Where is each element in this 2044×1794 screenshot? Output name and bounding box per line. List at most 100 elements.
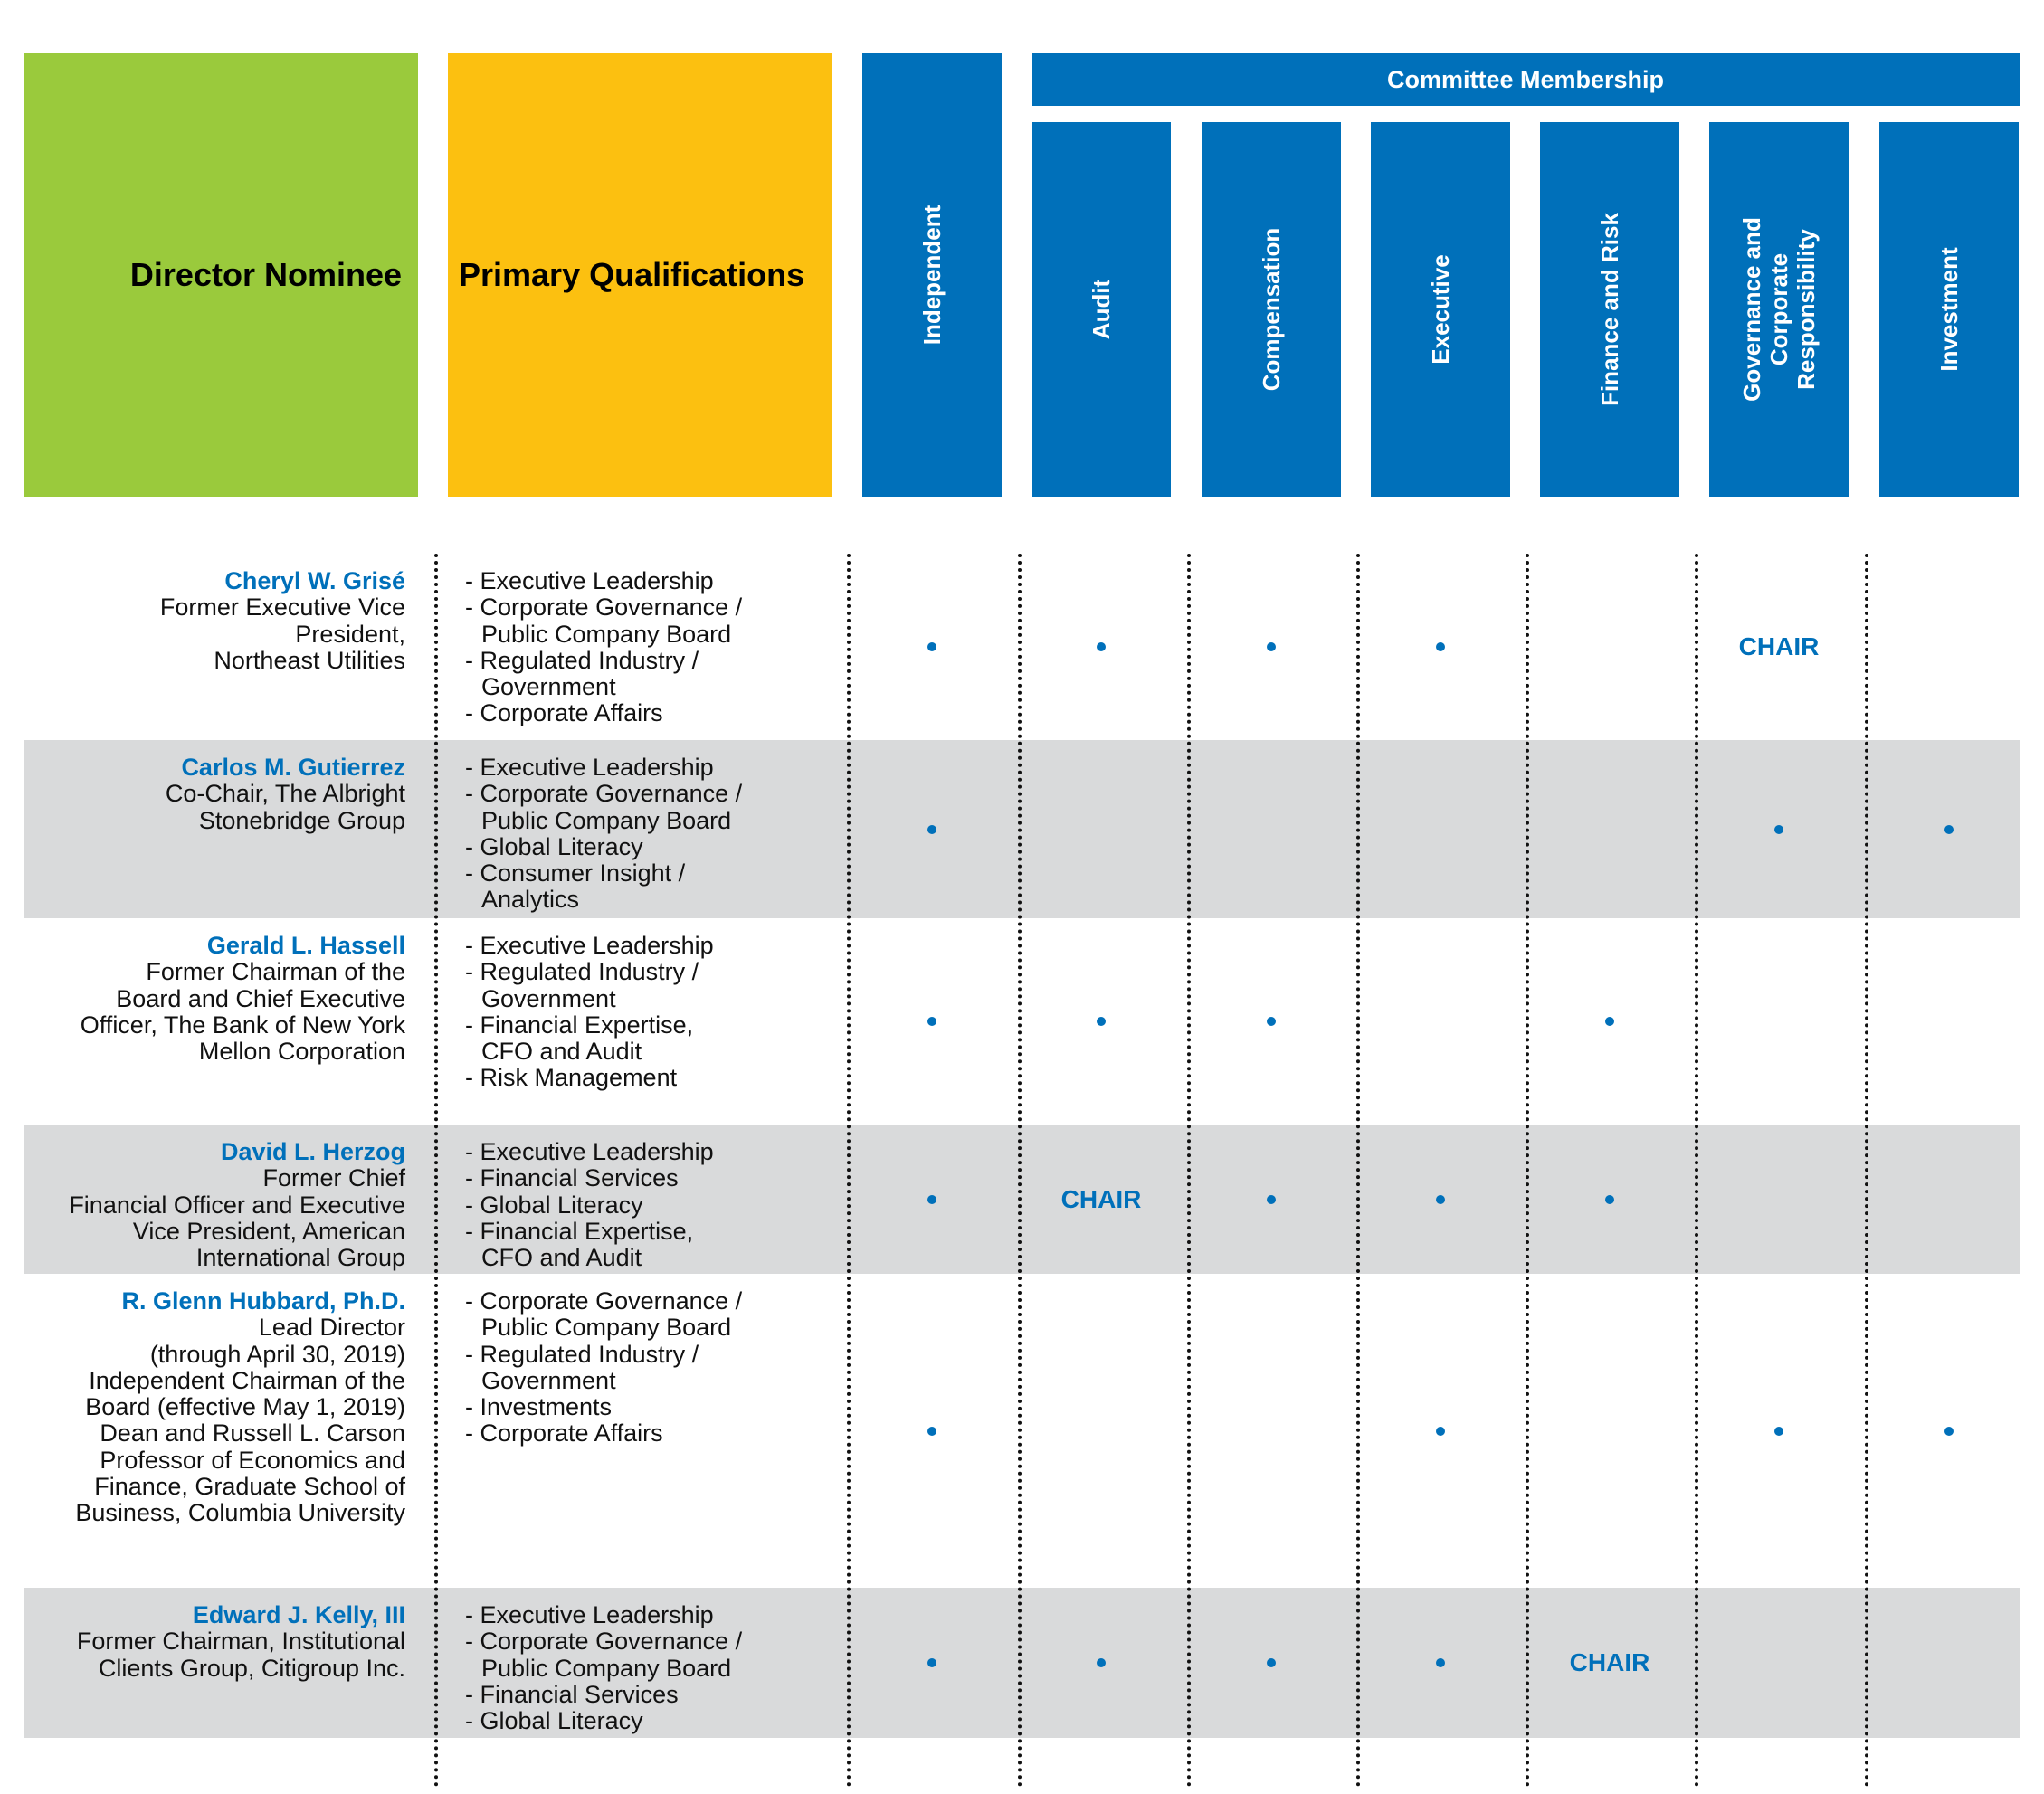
director-cell: Edward J. Kelly, III Former Chairman, Ins… xyxy=(76,1601,405,1682)
director-row: David L. Herzog Former Chief Financial Off… xyxy=(24,1125,2020,1274)
qualification-item: - Global Literacy xyxy=(465,1191,643,1219)
director-title-line: Former Chairman, Institutional xyxy=(76,1628,405,1656)
director-title-line: Financial Officer and Executive xyxy=(69,1191,405,1219)
primary-qualifications-header: Primary Qualifications xyxy=(448,53,832,497)
column-divider xyxy=(1865,554,1868,1788)
qualification-item: Public Company Board xyxy=(465,1315,742,1341)
director-row: Gerald L. Hassell Former Chairman of the B… xyxy=(24,918,2020,1125)
qualification-item: - Corporate Affairs xyxy=(465,699,663,727)
qualification-text: Financial Services xyxy=(480,1680,679,1708)
qualification-text: CFO and Audit xyxy=(481,1244,642,1272)
director-title-line: Board (effective May 1, 2019) xyxy=(85,1393,405,1421)
director-title-line: Co-Chair, The Albright xyxy=(165,780,405,808)
qualification-text: Global Literacy xyxy=(480,1191,643,1219)
director-title-line: Lead Director xyxy=(258,1314,405,1342)
director-title-line: Dean and Russell L. Carson xyxy=(100,1419,405,1448)
member-dot-icon-executive xyxy=(1436,642,1445,651)
qualification-text: Investments xyxy=(480,1393,613,1421)
qualifications-cell: - Executive Leadership - Corporate Govern… xyxy=(465,1601,743,1734)
qualification-text: Corporate Governance / xyxy=(480,593,743,622)
qualifications-cell: - Executive Leadership - Regulated Indust… xyxy=(465,932,714,1092)
director-title-line: Former Chairman of the xyxy=(146,958,405,986)
qualification-item: Public Company Board xyxy=(465,806,742,834)
column-label: Audit xyxy=(1088,279,1115,340)
member-dot-icon-finance-and-risk xyxy=(1605,1194,1614,1204)
qualification-item: - Financial Services xyxy=(465,1164,679,1192)
director-title-line: Vice President, American xyxy=(132,1217,405,1245)
director-title-line: Former Executive Vice xyxy=(159,593,405,622)
director-title-line: Northeast Utilities xyxy=(214,646,405,674)
qualification-text: Executive Leadership xyxy=(480,1601,714,1628)
member-dot-icon-executive xyxy=(1436,1658,1445,1667)
column-header-independent: Independent xyxy=(862,53,1002,497)
column-label: Independent xyxy=(918,204,946,346)
director-title-line: Finance, Graduate School of xyxy=(94,1473,405,1501)
qualification-text: Public Company Board xyxy=(481,806,732,834)
member-dot-icon-investment xyxy=(1944,824,1954,834)
qualification-item: Government xyxy=(465,1367,742,1394)
director-title-line: Mellon Corporation xyxy=(198,1038,405,1066)
qualification-text: Public Company Board xyxy=(481,1314,732,1342)
column-label: Governance and Corporate Responsibility xyxy=(1738,217,1820,402)
qualifications-cell: - Executive Leadership - Corporate Govern… xyxy=(465,567,743,727)
column-divider xyxy=(1356,554,1360,1788)
member-dot-icon-governance-and-corporate-responsibility xyxy=(1774,1426,1783,1436)
qualification-item: - Executive Leadership xyxy=(465,932,714,959)
qualification-item: - Global Literacy xyxy=(465,832,643,860)
qualification-text: Public Company Board xyxy=(481,620,732,648)
qualification-text: Financial Services xyxy=(480,1164,679,1192)
qualification-item: - Financial Expertise, xyxy=(465,1011,694,1039)
column-header-executive: Executive xyxy=(1371,122,1510,497)
qualification-text: Financial Expertise, xyxy=(480,1011,694,1039)
director-title-line: (through April 30, 2019) xyxy=(149,1340,405,1368)
column-divider xyxy=(847,554,851,1788)
column-divider xyxy=(1187,554,1191,1788)
qualification-text: Analytics xyxy=(481,886,580,914)
director-cell: R. Glenn Hubbard, Ph.D. Lead Director (th… xyxy=(75,1287,405,1527)
director-title-line: Professor of Economics and xyxy=(100,1446,405,1474)
column-header-governance-and-corporate-responsibility: Governance and Corporate Responsibility xyxy=(1709,122,1849,497)
member-dot-icon-audit xyxy=(1097,1017,1106,1026)
chair-badge-audit: CHAIR xyxy=(1060,1184,1142,1213)
qualification-item: CFO and Audit xyxy=(465,1245,714,1271)
qualification-text: Regulated Industry / xyxy=(480,958,699,986)
qualification-text: Corporate Affairs xyxy=(480,699,663,727)
director-name: Carlos M. Gutierrez xyxy=(181,754,405,781)
member-dot-icon-compensation xyxy=(1267,1017,1276,1026)
qualification-item: Government xyxy=(465,985,714,1012)
member-dot-icon-compensation xyxy=(1267,1658,1276,1667)
qualification-text: Consumer Insight / xyxy=(480,859,686,888)
director-row: R. Glenn Hubbard, Ph.D. Lead Director (th… xyxy=(24,1274,2020,1588)
qualification-item: Analytics xyxy=(465,887,742,913)
qualification-item: - Executive Leadership xyxy=(465,1138,714,1165)
director-title-line: Clients Group, Citigroup Inc. xyxy=(98,1654,405,1682)
column-label: Investment xyxy=(1935,247,1963,372)
director-nominee-header: Director Nominee xyxy=(24,53,418,497)
qualification-text: Executive Leadership xyxy=(480,932,714,959)
column-divider xyxy=(1695,554,1698,1788)
qualification-item: Public Company Board xyxy=(465,620,742,648)
chair-badge-finance-and-risk: CHAIR xyxy=(1569,1648,1650,1676)
director-title-line: Board and Chief Executive xyxy=(116,984,405,1012)
qualification-item: Government xyxy=(465,674,742,700)
qualification-item: - Executive Leadership xyxy=(465,567,714,594)
director-title-line: Business, Columbia University xyxy=(75,1499,405,1527)
member-dot-icon-independent xyxy=(927,1658,936,1667)
qualification-item: - Financial Expertise, xyxy=(465,1217,694,1245)
director-row: Carlos M. Gutierrez Co-Chair, The Albrigh… xyxy=(24,740,2020,918)
qualification-text: Executive Leadership xyxy=(480,1138,714,1165)
qualifications-cell: - Executive Leadership - Financial Servic… xyxy=(465,1138,714,1271)
member-dot-icon-compensation xyxy=(1267,642,1276,651)
member-dot-icon-independent xyxy=(927,1017,936,1026)
column-header-investment: Investment xyxy=(1879,122,2019,497)
director-cell: David L. Herzog Former Chief Financial Off… xyxy=(69,1138,405,1271)
qualification-item: - Financial Services xyxy=(465,1680,679,1708)
director-name: R. Glenn Hubbard, Ph.D. xyxy=(121,1287,405,1315)
director-name: David L. Herzog xyxy=(220,1138,405,1165)
qualification-item: - Executive Leadership xyxy=(465,754,714,781)
qualification-text: CFO and Audit xyxy=(481,1038,642,1066)
director-row: Edward J. Kelly, III Former Chairman, Ins… xyxy=(24,1588,2020,1738)
member-dot-icon-independent xyxy=(927,1426,936,1436)
director-nominee-heading: Director Nominee xyxy=(129,256,402,293)
qualification-item: - Corporate Governance / xyxy=(465,1628,743,1656)
